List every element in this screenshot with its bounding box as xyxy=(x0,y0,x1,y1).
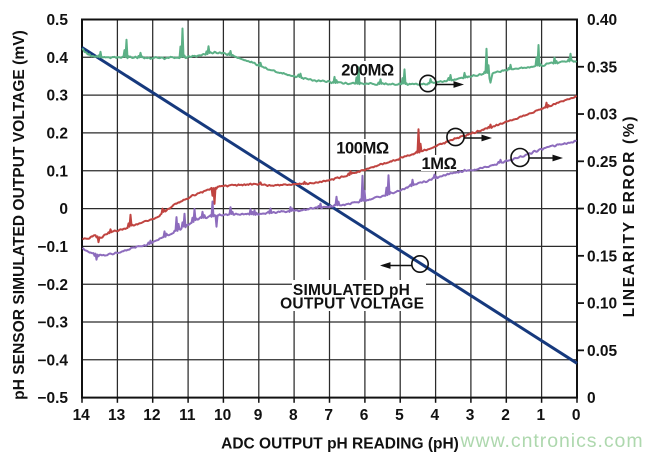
svg-text:SIMULATED pH: SIMULATED pH xyxy=(293,282,410,299)
svg-text:www.cntronics.com: www.cntronics.com xyxy=(460,430,644,452)
svg-text:200MΩ: 200MΩ xyxy=(341,62,394,80)
svg-text:0.25: 0.25 xyxy=(587,154,618,171)
svg-text:4: 4 xyxy=(430,407,439,424)
svg-text:12: 12 xyxy=(143,407,160,424)
svg-text:13: 13 xyxy=(108,407,126,424)
svg-text:0.1: 0.1 xyxy=(46,163,68,180)
svg-text:0.5: 0.5 xyxy=(46,12,68,29)
svg-text:11: 11 xyxy=(179,407,196,424)
svg-text:OUTPUT VOLTAGE: OUTPUT VOLTAGE xyxy=(280,296,424,313)
svg-text:pH SENSOR SIMULATED OUTPUT VOL: pH SENSOR SIMULATED OUTPUT VOLTAGE (mV) xyxy=(11,30,28,400)
svg-text:100MΩ: 100MΩ xyxy=(336,140,389,158)
svg-text:14: 14 xyxy=(73,407,91,424)
svg-text:−0.1: −0.1 xyxy=(37,239,68,256)
svg-text:6: 6 xyxy=(360,407,369,424)
svg-text:1: 1 xyxy=(536,407,545,424)
svg-text:0.15: 0.15 xyxy=(587,248,618,265)
svg-text:0.40: 0.40 xyxy=(587,12,617,29)
svg-text:0.35: 0.35 xyxy=(587,59,618,76)
svg-text:−0.3: −0.3 xyxy=(37,315,68,332)
svg-text:10: 10 xyxy=(214,407,231,424)
svg-text:0.03: 0.03 xyxy=(587,107,618,124)
svg-text:−0.2: −0.2 xyxy=(37,277,68,294)
svg-text:0.2: 0.2 xyxy=(46,126,68,143)
svg-text:0.4: 0.4 xyxy=(46,50,68,67)
svg-text:1MΩ: 1MΩ xyxy=(422,155,457,173)
svg-text:0: 0 xyxy=(587,390,596,407)
svg-text:2: 2 xyxy=(501,407,510,424)
svg-text:5: 5 xyxy=(395,407,404,424)
svg-text:0: 0 xyxy=(572,407,581,424)
svg-text:3: 3 xyxy=(466,407,475,424)
svg-text:0.3: 0.3 xyxy=(46,88,68,105)
svg-text:0.10: 0.10 xyxy=(587,296,617,313)
svg-text:0.05: 0.05 xyxy=(587,343,618,360)
svg-text:7: 7 xyxy=(324,407,333,424)
svg-text:0.20: 0.20 xyxy=(587,201,617,218)
svg-text:9: 9 xyxy=(254,407,263,424)
svg-text:LINEARITY ERROR (%): LINEARITY ERROR (%) xyxy=(621,115,638,318)
svg-text:−0.5: −0.5 xyxy=(37,390,68,407)
svg-text:0: 0 xyxy=(59,201,68,218)
svg-text:8: 8 xyxy=(289,407,298,424)
svg-text:−0.4: −0.4 xyxy=(37,352,68,369)
svg-text:ADC OUTPUT pH READING (pH): ADC OUTPUT pH READING (pH) xyxy=(221,436,459,453)
